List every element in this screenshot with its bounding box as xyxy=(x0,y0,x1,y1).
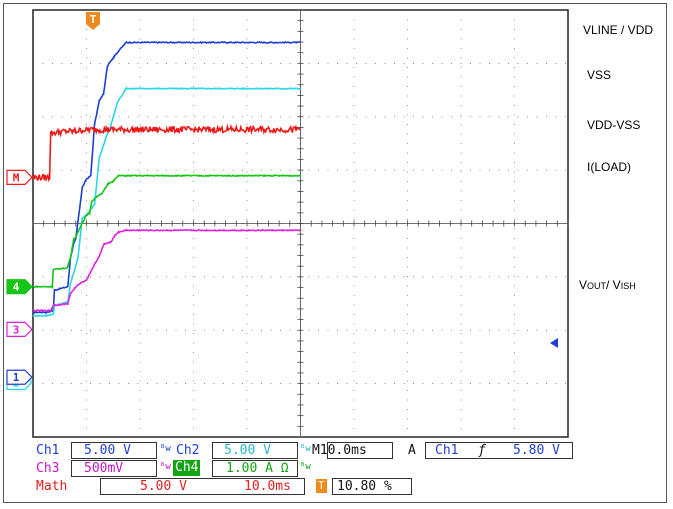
ch3-scale: 500mV xyxy=(84,461,124,476)
ch2-name: Ch2 xyxy=(176,443,200,458)
ch1-scale-box xyxy=(71,442,157,459)
channel-markers: M4321T xyxy=(6,12,558,390)
label-ch1: VLINE / VDD xyxy=(583,23,654,37)
oscilloscope-frame xyxy=(3,3,667,503)
math-name: Math xyxy=(36,479,68,494)
trigger-position: 10.80 % xyxy=(337,479,392,494)
marker-math[interactable]: M xyxy=(6,169,33,185)
label-math: VDD-VSS xyxy=(587,118,641,132)
trace-ch2 xyxy=(32,86,301,318)
trigger-level-arrow[interactable] xyxy=(550,338,558,348)
svg-text:3: 3 xyxy=(13,323,20,336)
trigger-source: Ch1 xyxy=(435,443,459,458)
svg-text:T: T xyxy=(90,13,97,26)
ch1-name: Ch1 xyxy=(36,443,60,458)
ch2-scale: 5.00 V xyxy=(224,443,271,458)
math-scale: 5.00 V xyxy=(140,479,187,494)
ch3-name: Ch3 xyxy=(36,461,60,476)
math-time: 10.0ms xyxy=(244,479,291,494)
svg-text:4: 4 xyxy=(13,281,20,294)
trace-math xyxy=(32,123,301,183)
ch4-scale: 1.00 A Ω xyxy=(226,461,289,476)
label-ch3: VOUT/ VISH xyxy=(579,278,636,292)
ch3-scale-box xyxy=(71,460,157,477)
trigger-level: 5.80 V xyxy=(513,443,560,458)
ch1-scale: 5.00 V xyxy=(84,443,131,458)
label-ch2: VSS xyxy=(587,68,612,82)
traces xyxy=(32,40,301,318)
ch4-name: Ch4 xyxy=(173,460,201,476)
trace-ch3 xyxy=(32,228,301,312)
label-ch3-v: V xyxy=(579,278,588,292)
trigger-marker[interactable]: T xyxy=(86,12,100,30)
math-scale-box xyxy=(100,478,305,495)
label-ch3-sub2: ISH xyxy=(620,281,636,291)
ch3-bw-icon: ᴮw xyxy=(160,462,171,472)
label-ch3-sub1: OUT xyxy=(587,281,607,291)
graticule xyxy=(32,9,569,438)
trace-ch4 xyxy=(32,174,301,290)
ch2-scale-box xyxy=(212,442,298,459)
trigger-mode: A xyxy=(408,443,416,458)
marker-ch4[interactable]: 4 xyxy=(6,279,33,295)
ch1-bw-icon: ᴮw xyxy=(160,444,171,454)
marker-ch1[interactable]: 1 xyxy=(6,369,33,385)
timebase: M10.0ms xyxy=(312,443,367,458)
ch4-bw-icon: ᴮw xyxy=(300,462,311,472)
label-ch4: I(LOAD) xyxy=(587,160,632,174)
svg-text:1: 1 xyxy=(13,371,20,384)
trigger-slope-icon: ƒ xyxy=(478,443,486,458)
trigger-marker-icon: T xyxy=(316,479,327,493)
ch2-bw-icon: ᴮw xyxy=(300,444,311,454)
trigger-box xyxy=(425,442,573,459)
timebase-box xyxy=(327,442,393,459)
svg-text:M: M xyxy=(13,171,20,184)
trace-ch1 xyxy=(33,40,301,315)
label-ch3-mid: / V xyxy=(606,278,621,292)
trigger-pos-box xyxy=(332,478,412,495)
ch4-scale-box xyxy=(212,460,298,477)
marker-ch3[interactable]: 3 xyxy=(6,321,33,337)
